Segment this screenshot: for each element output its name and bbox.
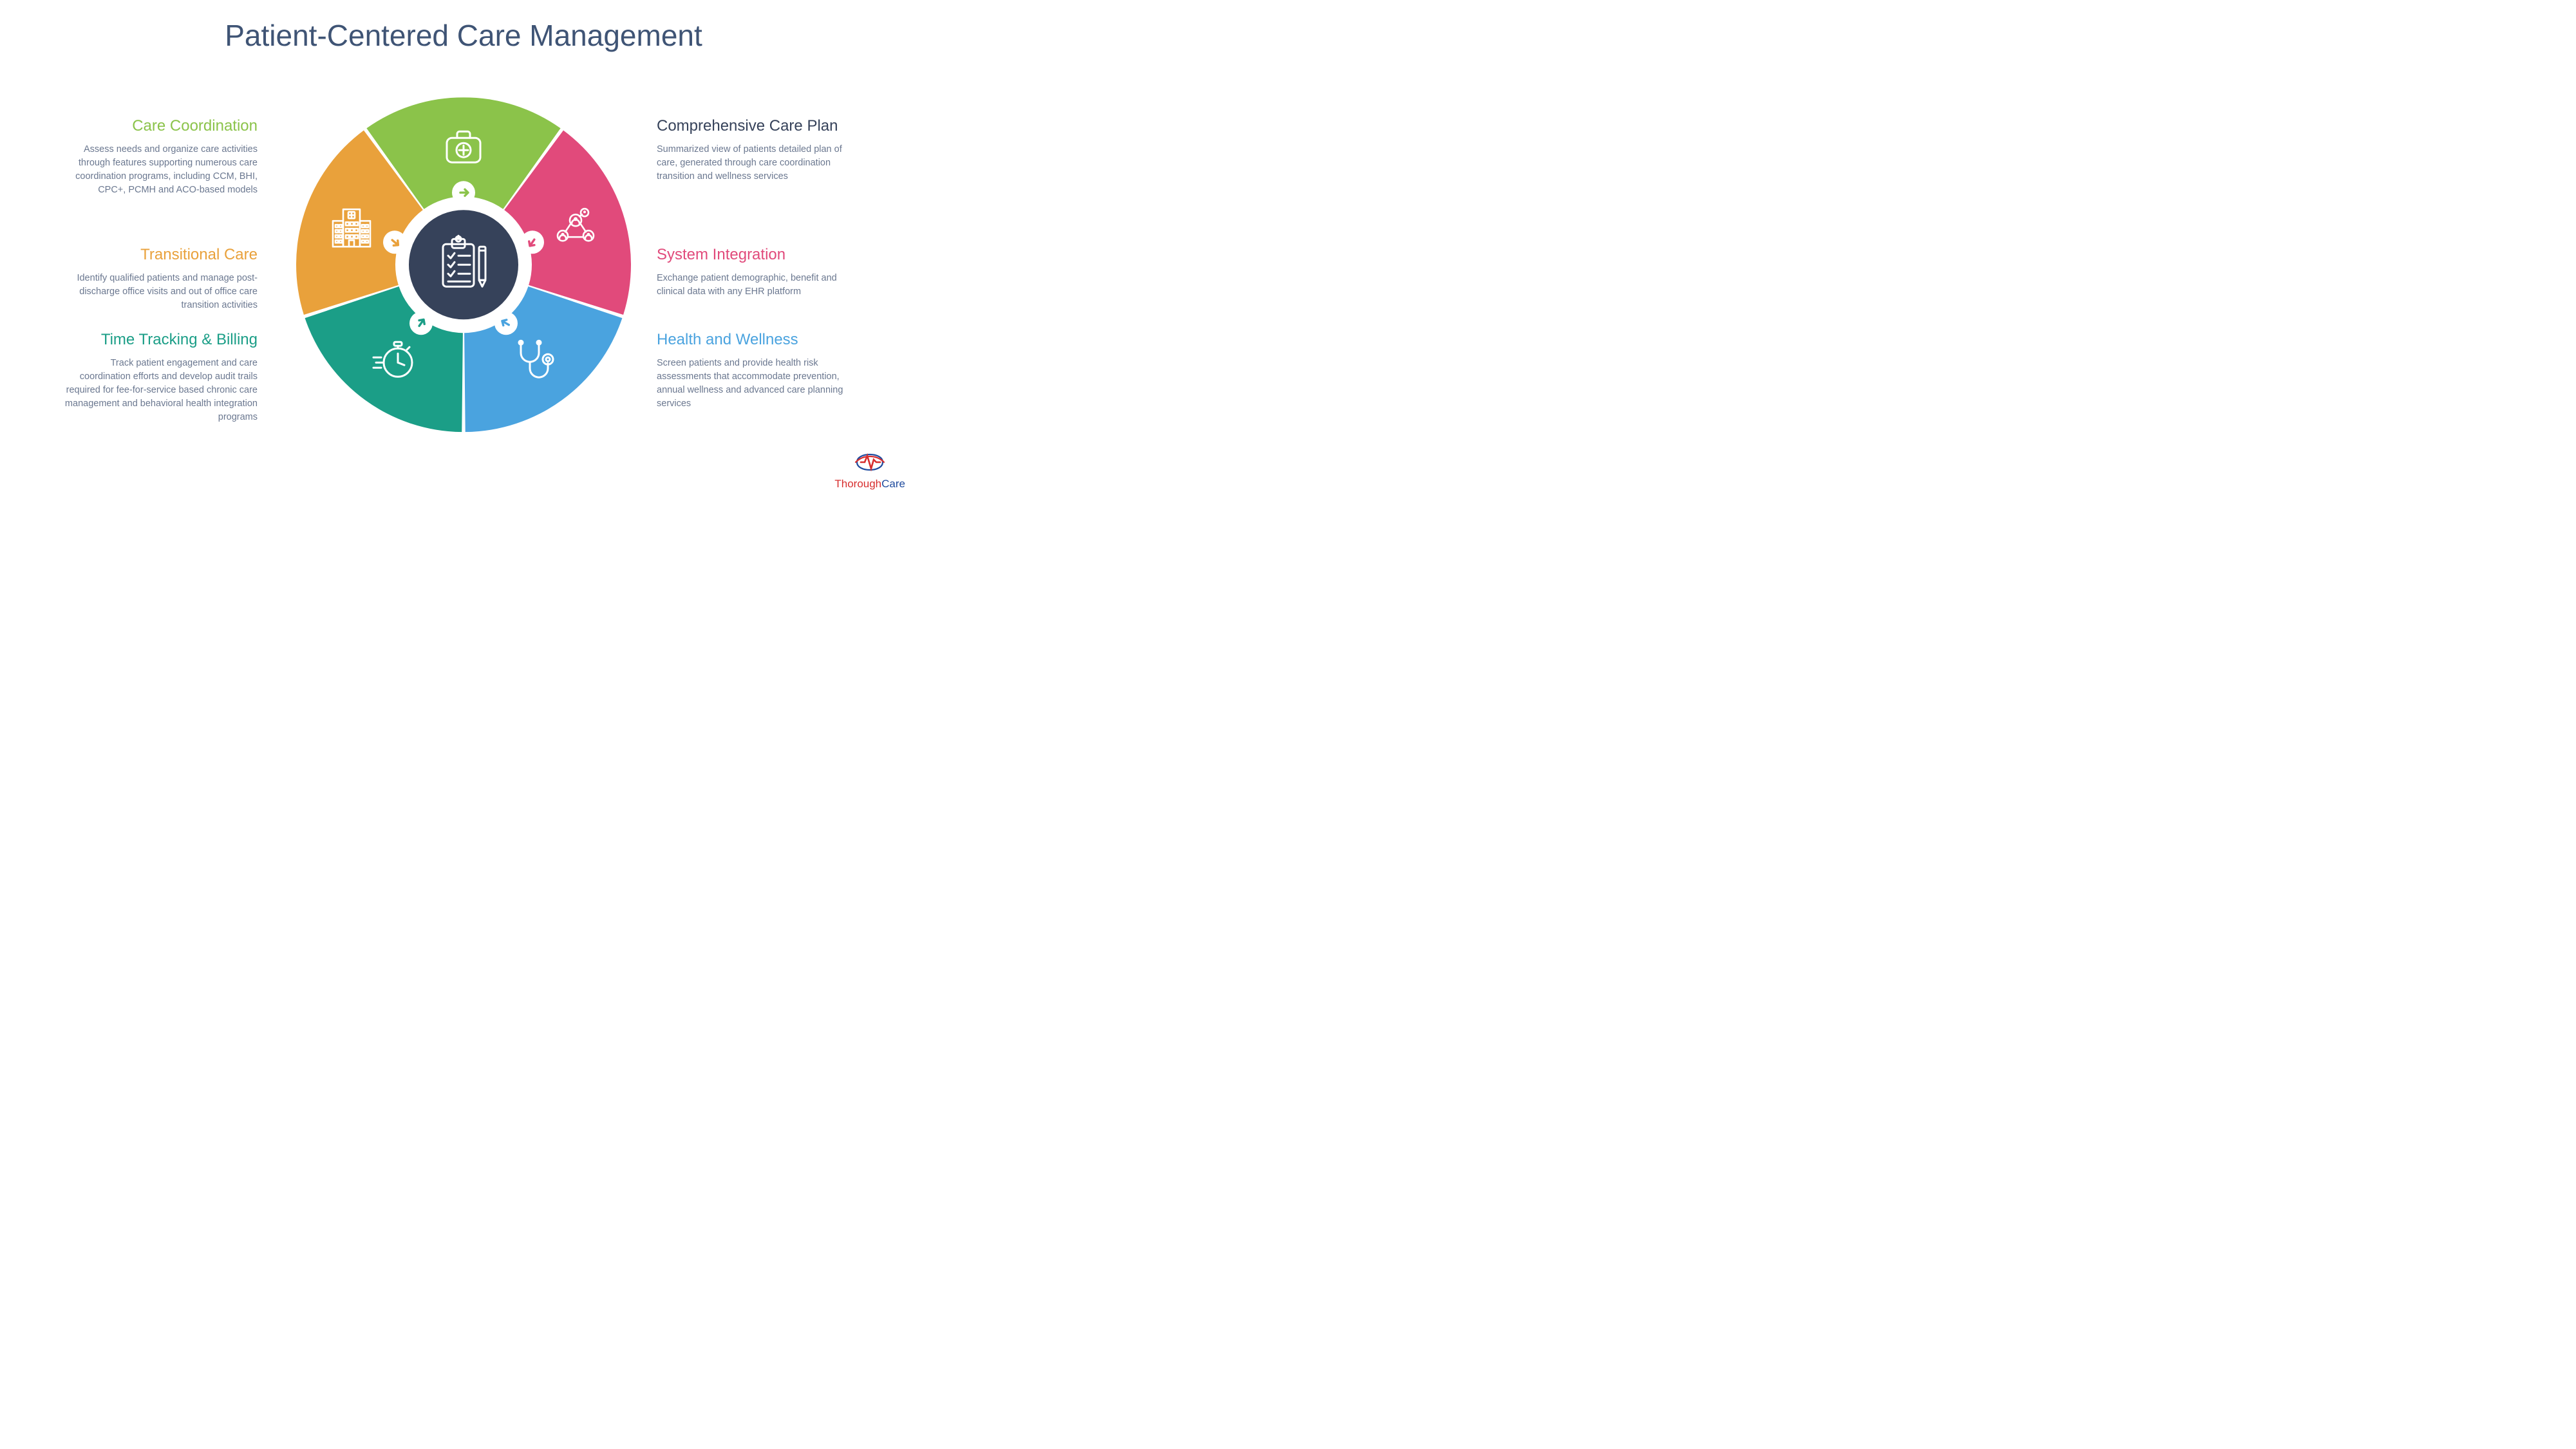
heading-health-wellness: Health and Wellness <box>657 331 856 349</box>
main-area: Care Coordination Assess needs and organ… <box>0 53 927 503</box>
heading-system-integration: System Integration <box>657 246 856 264</box>
heading-transitional-care: Transitional Care <box>58 246 258 264</box>
stethoscope-icon <box>507 334 559 386</box>
hospital-icon <box>326 203 377 254</box>
logo-text: ThoroughCare <box>834 478 905 491</box>
desc-comprehensive-plan: Summarized view of patients detailed pla… <box>657 143 856 183</box>
heading-care-coordination: Care Coordination <box>58 117 258 135</box>
desc-system-integration: Exchange patient demographic, benefit an… <box>657 272 856 299</box>
medkit-icon <box>438 121 489 173</box>
heading-comprehensive-plan: Comprehensive Care Plan <box>657 117 856 135</box>
desc-care-coordination: Assess needs and organize care activitie… <box>58 143 258 197</box>
network-icon <box>550 203 601 254</box>
block-time-tracking: Time Tracking & Billing Track patient en… <box>58 331 258 424</box>
desc-time-tracking: Track patient engagement and care coordi… <box>58 357 258 424</box>
block-care-coordination: Care Coordination Assess needs and organ… <box>58 117 258 197</box>
arrow-badge <box>494 312 518 335</box>
center-core <box>409 210 518 319</box>
arrow-badge <box>383 231 406 254</box>
block-comprehensive-plan: Comprehensive Care Plan Summarized view … <box>657 117 856 183</box>
heading-time-tracking: Time Tracking & Billing <box>58 331 258 349</box>
block-system-integration: System Integration Exchange patient demo… <box>657 246 856 299</box>
block-transitional-care: Transitional Care Identify qualified pat… <box>58 246 258 312</box>
desc-health-wellness: Screen patients and provide health risk … <box>657 357 856 411</box>
block-health-wellness: Health and Wellness Screen patients and … <box>657 331 856 411</box>
arrow-badge <box>452 181 475 204</box>
logo: ThoroughCare <box>834 447 905 491</box>
donut-chart <box>296 97 631 432</box>
arrow-badge <box>409 312 433 335</box>
page-title: Patient-Centered Care Management <box>0 0 927 53</box>
logo-mark-icon <box>852 447 888 476</box>
clipboard-icon <box>431 232 496 297</box>
stopwatch-icon <box>368 334 420 386</box>
desc-transitional-care: Identify qualified patients and manage p… <box>58 272 258 312</box>
arrow-badge <box>521 231 544 254</box>
